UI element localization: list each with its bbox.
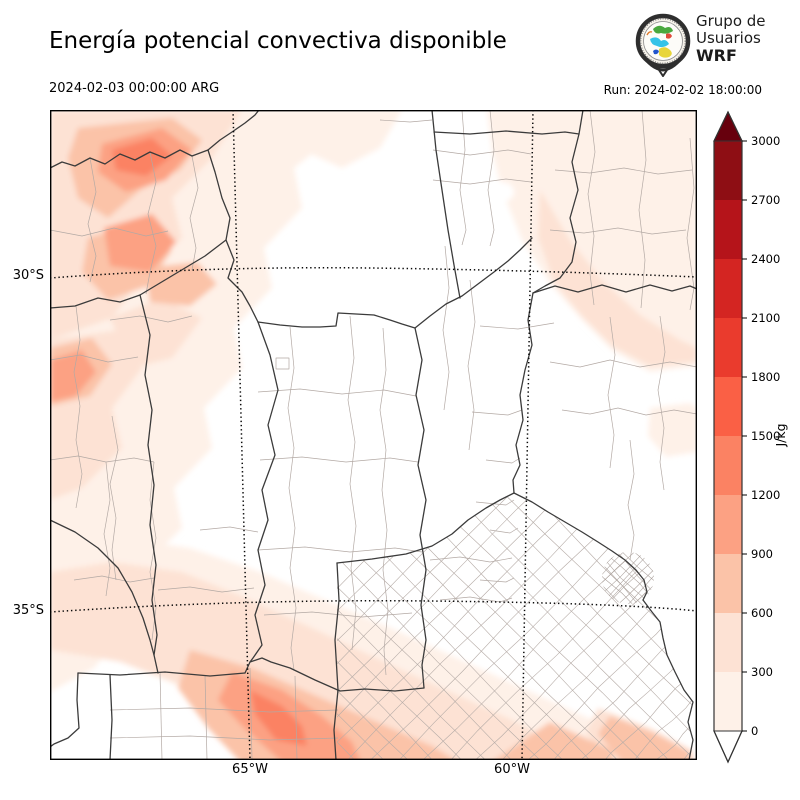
svg-text:2100: 2100 [751, 311, 780, 325]
svg-text:600: 600 [751, 606, 773, 620]
svg-text:1800: 1800 [751, 370, 780, 384]
wrf-logo-text: Grupo de Usuarios WRF [696, 12, 766, 65]
logo-line-1: Grupo de [696, 12, 766, 30]
logo-line-2: Usuarios [696, 29, 761, 47]
valid-time-label: 2024-02-03 00:00:00 ARG [49, 81, 220, 96]
lon-label-65w: 65°W [232, 762, 268, 777]
svg-text:3000: 3000 [751, 134, 780, 148]
colorbar: 0 300 600 900 1200 1500 1800 2100 2400 2700 3000 J/… [713, 110, 788, 764]
svg-text:1500: 1500 [751, 429, 780, 443]
svg-text:2400: 2400 [751, 252, 780, 266]
svg-text:2700: 2700 [751, 193, 780, 207]
wrf-logo-icon [635, 13, 691, 77]
plot-title: Energía potencial convectiva disponible [49, 28, 507, 54]
lon-label-60w: 60°W [494, 762, 530, 777]
svg-text:1200: 1200 [751, 488, 780, 502]
lat-label-30s: 30°S [12, 268, 44, 283]
run-time-label: Run: 2024-02-02 18:00:00 [603, 83, 762, 97]
svg-text:0: 0 [751, 724, 758, 738]
colorbar-unit-label: J/kg [773, 423, 788, 447]
svg-text:300: 300 [751, 665, 773, 679]
lat-label-35s: 35°S [12, 603, 44, 618]
svg-text:900: 900 [751, 547, 773, 561]
logo-line-3: WRF [696, 46, 737, 65]
map-canvas [50, 110, 697, 760]
